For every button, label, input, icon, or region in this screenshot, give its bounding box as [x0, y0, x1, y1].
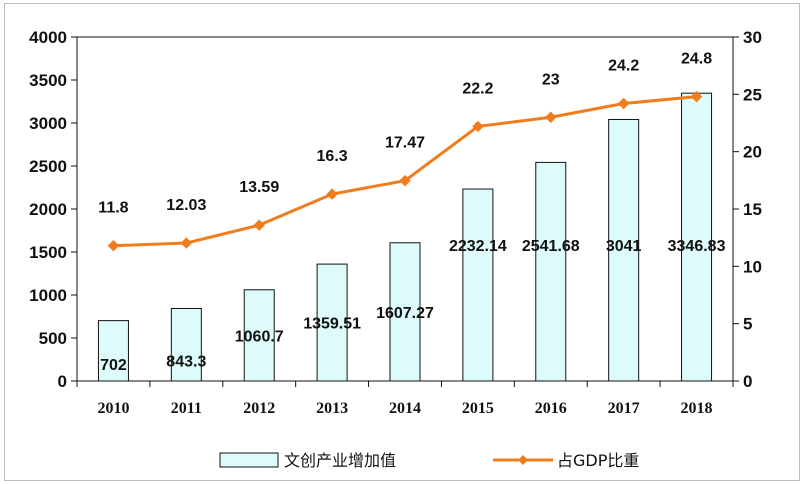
line-data-label: 22.2	[462, 80, 493, 97]
y-left-tick-label: 3000	[29, 114, 67, 133]
line-data-label: 24.8	[681, 51, 712, 68]
x-tick-label: 2014	[389, 400, 421, 417]
bar-data-label: 3346.83	[668, 238, 726, 255]
legend-label-bar: 文创产业增加值	[284, 451, 396, 470]
y-left-tick-label: 4000	[29, 28, 67, 47]
y-right-tick-label: 30	[743, 28, 762, 47]
bar-data-label: 1607.27	[376, 305, 434, 322]
y-right-tick-label: 15	[743, 200, 762, 219]
y-left-tick-label: 3500	[29, 71, 67, 90]
line-marker-2015	[472, 120, 484, 133]
x-tick-label: 2018	[681, 400, 713, 417]
bar-2015	[462, 188, 494, 382]
y-right-tick-label: 25	[743, 85, 762, 104]
x-tick-label: 2011	[171, 400, 202, 417]
bar-2011	[170, 307, 202, 382]
y-left-tick-label: 2500	[29, 157, 67, 176]
line-marker-2012	[253, 219, 265, 231]
combo-chart: 0 500 1000 1500 2000 2500 3000 3500 4000 0 5 10 15 20…	[29, 28, 762, 470]
x-tick-label: 2013	[316, 400, 348, 417]
line-marker-2013	[326, 188, 338, 200]
bar-2016	[535, 161, 567, 382]
y-left-tick-label: 1000	[29, 286, 67, 305]
legend-label-line: 占GDP比重	[557, 451, 639, 470]
line-marker-2016	[545, 111, 557, 123]
legend-swatch-bar	[219, 452, 279, 468]
bar-2017	[608, 118, 640, 382]
y-right-tick-label: 5	[743, 315, 752, 334]
x-tick-label: 2017	[608, 400, 640, 417]
x-tick-label: 2010	[97, 400, 129, 417]
x-tick-label: 2012	[243, 400, 275, 417]
line-data-label: 12.03	[166, 197, 206, 214]
chart-frame: 0 500 1000 1500 2000 2500 3000 3500 4000 0 5 10 15 20…	[4, 3, 800, 481]
bar-data-label: 2541.68	[522, 238, 580, 255]
bar-data-label: 843.3	[166, 354, 206, 371]
y-right-tick-label: 0	[743, 372, 752, 391]
line-data-label: 23	[542, 71, 560, 88]
x-tick-label: 2016	[535, 400, 567, 417]
y-left-tick-label: 0	[58, 372, 67, 391]
bar-2012	[243, 289, 275, 382]
bar-2014	[389, 242, 421, 382]
y-right-tick-label: 20	[743, 143, 762, 162]
line-data-label: 24.2	[608, 58, 639, 75]
bar-data-label: 3041	[606, 238, 642, 255]
y-right-tick-label: 10	[743, 257, 762, 276]
line-data-label: 16.3	[317, 148, 348, 165]
y-left-tick-label: 1500	[29, 243, 67, 262]
legend-marker-line	[518, 455, 528, 465]
line-data-label: 13.59	[239, 179, 279, 196]
line-marker-2010	[107, 239, 120, 252]
line-marker-2014	[399, 174, 411, 187]
line-marker-2011	[180, 237, 193, 249]
line-data-label: 11.8	[98, 200, 128, 217]
y-left-tick-label: 2000	[29, 200, 67, 219]
bar-data-label: 1359.51	[303, 316, 361, 333]
bar-2013	[316, 263, 348, 382]
line-marker-2017	[617, 97, 630, 110]
x-tick-label: 2015	[462, 400, 494, 417]
y-left-tick-label: 500	[39, 329, 67, 348]
line-data-label: 17.47	[385, 135, 425, 152]
bar-data-label: 1060.7	[235, 328, 284, 345]
bar-2018	[681, 92, 713, 382]
bar-data-label: 702	[100, 357, 127, 374]
line-marker-2018	[690, 90, 703, 103]
bar-2010	[97, 320, 129, 382]
bar-data-label: 2232.14	[449, 238, 507, 255]
